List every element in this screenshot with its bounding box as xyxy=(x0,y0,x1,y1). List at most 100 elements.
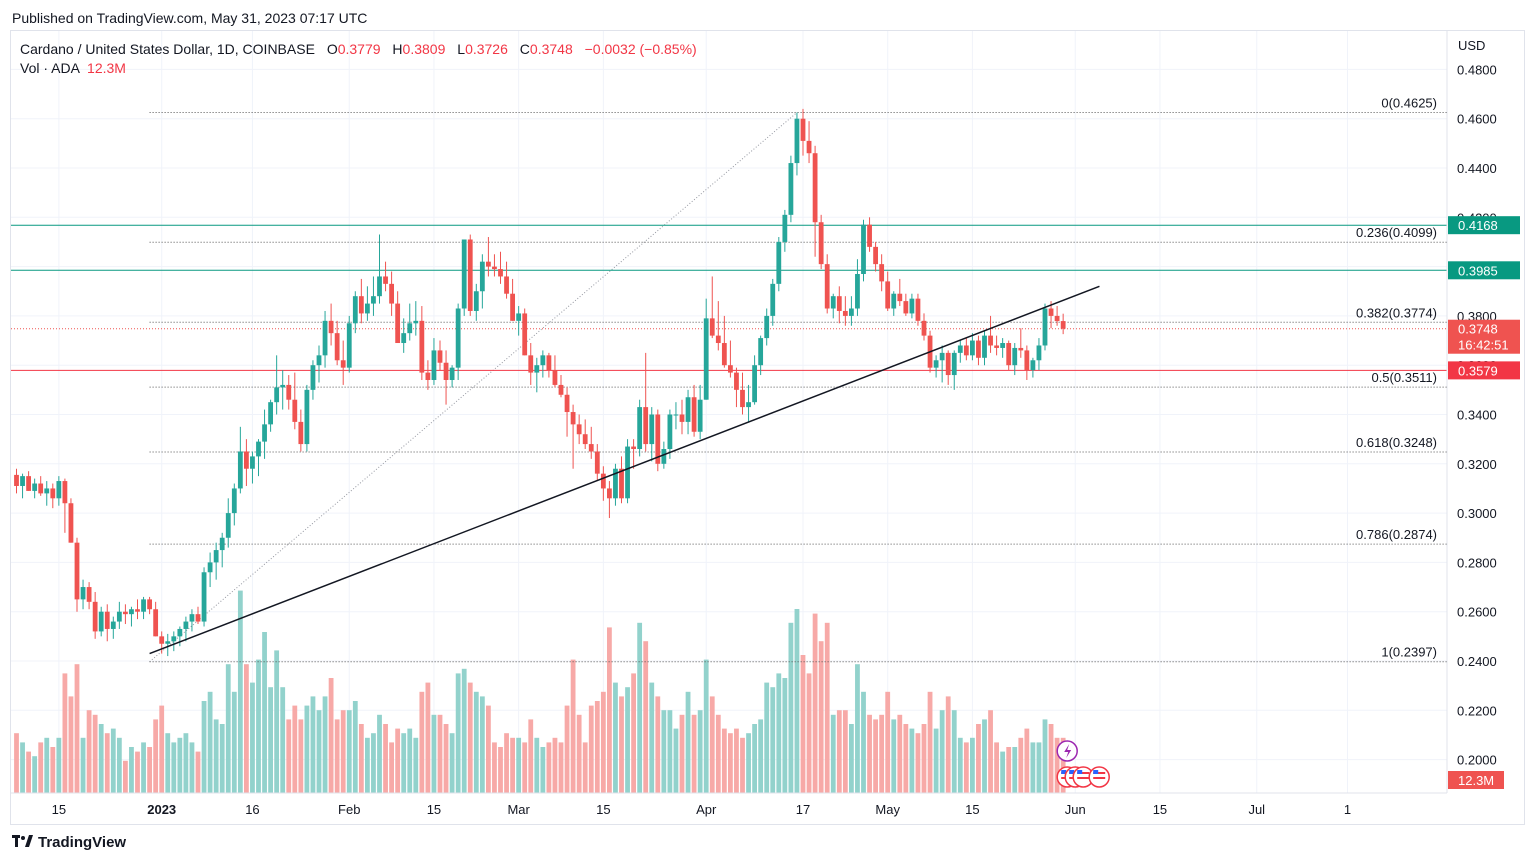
key-level-badge-bg xyxy=(1448,361,1520,380)
volume-bar xyxy=(528,719,534,793)
candle-body xyxy=(528,355,534,373)
volume-bar xyxy=(340,710,346,793)
candle-body xyxy=(933,360,939,368)
candle-body xyxy=(1036,345,1042,361)
candle-body xyxy=(667,414,673,450)
volume-bar xyxy=(467,682,473,793)
brand-name: TradingView xyxy=(38,834,127,851)
volume-bar xyxy=(1036,742,1042,793)
tradingview-logo-icon xyxy=(12,834,34,851)
y-tick-label: 0.3200 xyxy=(1457,457,1497,472)
x-tick-label: Apr xyxy=(696,802,717,817)
candle-body xyxy=(1048,308,1054,316)
volume-bar xyxy=(304,705,310,793)
volume-bar xyxy=(237,590,243,793)
candle-body xyxy=(274,387,280,403)
volume-bar xyxy=(824,622,830,793)
volume-bar xyxy=(510,737,515,793)
candle-body xyxy=(346,323,352,368)
candle-body xyxy=(643,407,649,445)
flag-stripe xyxy=(1077,772,1090,774)
flag-stripe xyxy=(1093,777,1106,779)
volume-bar xyxy=(915,733,921,793)
fib-level-label: 0.786(0.2874) xyxy=(1356,527,1437,542)
volume-bar xyxy=(667,710,673,793)
candle-body xyxy=(26,476,31,491)
candle-body xyxy=(721,343,727,366)
volume-bar xyxy=(455,673,461,793)
volume-bar xyxy=(697,710,703,793)
volume-bar xyxy=(661,710,667,793)
candle-body xyxy=(104,611,110,629)
candle-body xyxy=(758,338,764,366)
candle-body xyxy=(62,481,68,504)
candle-body xyxy=(849,308,854,316)
candle-body xyxy=(171,636,177,642)
candle-body xyxy=(613,468,618,499)
fib-level-label: 1(0.2397) xyxy=(1381,645,1437,660)
volume-bar xyxy=(770,687,776,793)
volume-bar xyxy=(945,696,951,793)
candle-body xyxy=(691,397,697,432)
candle-body xyxy=(607,488,612,499)
candle-body xyxy=(994,345,999,348)
volume-bar xyxy=(1012,747,1018,793)
volume-bar xyxy=(1060,737,1066,793)
volume-bar xyxy=(159,705,165,793)
volume-bar xyxy=(879,714,885,793)
volume-bar xyxy=(219,724,225,793)
footer-brand[interactable]: TradingView xyxy=(12,834,126,851)
volume-bar xyxy=(123,760,128,793)
volume-bar xyxy=(679,714,685,793)
volume-bar xyxy=(849,724,854,793)
volume-bar xyxy=(50,747,56,793)
candle-body xyxy=(292,399,298,422)
candle-body xyxy=(20,476,25,486)
candle-body xyxy=(473,291,479,311)
candle-body xyxy=(661,449,667,464)
fib-diagonal xyxy=(149,112,798,663)
candle-body xyxy=(377,276,382,297)
candle-body xyxy=(830,296,836,309)
volume-bar xyxy=(377,714,382,793)
volume-bar xyxy=(903,724,909,793)
volume-bar xyxy=(280,687,286,793)
y-tick-label: 0.3000 xyxy=(1457,506,1497,521)
high-label: H xyxy=(392,41,403,57)
volume-bar xyxy=(147,747,152,793)
candle-body xyxy=(268,402,273,425)
candle-body xyxy=(885,281,891,309)
volume-bar xyxy=(594,701,600,793)
candle-body xyxy=(74,542,80,600)
candle-body xyxy=(836,296,842,311)
candle-body xyxy=(334,333,340,361)
candle-body xyxy=(159,636,165,644)
volume-bar xyxy=(752,724,757,793)
volume-bar xyxy=(534,737,540,793)
volume-bar xyxy=(316,710,322,793)
candle-body xyxy=(516,313,522,321)
volume-bar xyxy=(855,664,860,793)
volume-bar xyxy=(976,724,981,793)
candle-body xyxy=(1012,347,1018,366)
support-trendline xyxy=(149,285,1100,655)
x-tick-label: 1 xyxy=(1344,802,1351,817)
candle-body xyxy=(600,473,606,489)
candle-body xyxy=(951,352,957,376)
candle-body xyxy=(1000,343,1006,348)
candle-body xyxy=(395,303,401,344)
candle-body xyxy=(413,320,419,324)
candle-body xyxy=(879,264,885,282)
volume-bar xyxy=(1048,724,1054,793)
candle-body xyxy=(322,320,328,356)
candle-body xyxy=(316,355,322,366)
volume-bar xyxy=(1042,719,1048,793)
x-tick-label: 15 xyxy=(1153,802,1167,817)
candle-body xyxy=(110,621,116,629)
volume-bar xyxy=(994,742,999,793)
volume-bar xyxy=(104,733,110,793)
candle-body xyxy=(594,451,600,474)
volume-bar xyxy=(38,742,44,793)
volume-bar xyxy=(116,737,122,793)
